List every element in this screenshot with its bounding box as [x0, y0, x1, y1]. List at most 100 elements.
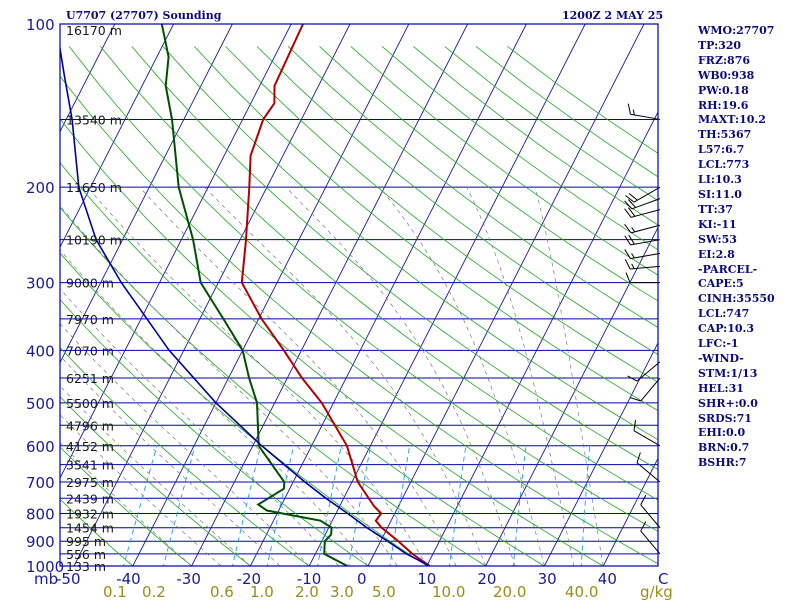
wind-barb	[625, 272, 660, 284]
wind-barb-staff	[640, 530, 661, 555]
dry-adiabat	[194, 46, 658, 412]
wind-barb-staff	[640, 377, 661, 402]
dry-adiabat	[162, 46, 658, 441]
moist-adiabat	[534, 187, 604, 566]
index-value: EHI:0.0	[698, 426, 746, 440]
index-value: KI:-11	[698, 217, 737, 231]
dry-adiabat	[350, 46, 658, 276]
wind-barb-flag	[628, 207, 636, 217]
temperature-tick-label: 0	[357, 570, 367, 588]
index-value: LFC:-1	[698, 337, 739, 351]
height-label: 13540 m	[66, 112, 122, 127]
index-value: STM:1/13	[698, 366, 758, 380]
index-value: TP:320	[698, 38, 742, 52]
index-value: SRDS:71	[698, 411, 752, 425]
wind-barb-staff	[633, 430, 661, 447]
isotherm-line	[73, 24, 351, 566]
pressure-tick-label: 1000	[26, 558, 64, 576]
wind-barb-flag	[624, 249, 631, 259]
wind-barb	[625, 186, 661, 203]
dry-adiabat	[60, 346, 310, 566]
wind-barb-staff	[630, 265, 661, 270]
temperature-tick-label: -20	[237, 570, 262, 588]
index-value: BRN:0.7	[698, 441, 750, 455]
pressure-tick-label: 900	[26, 533, 55, 551]
height-label: 6251 m	[66, 371, 114, 386]
wind-barb	[624, 234, 661, 246]
isotherm-line	[426, 110, 658, 566]
isotherm-line	[60, 24, 116, 133]
mixing-ratio-line	[123, 445, 158, 566]
wind-barb-staff	[630, 113, 661, 120]
indices-section-header: -WIND-	[698, 351, 744, 365]
wind-barb-flag	[624, 208, 632, 218]
mixing-ratio-line	[348, 445, 372, 566]
wind-barb	[624, 223, 661, 234]
height-label: 556 m	[66, 547, 106, 562]
wind-barb	[624, 198, 661, 210]
index-value: LCL:773	[698, 158, 750, 172]
wind-barb-flag	[630, 397, 641, 402]
mixing-ratio-label: 20.0	[493, 583, 526, 600]
index-value: WMO:27707	[698, 24, 775, 37]
dry-adiabat	[60, 298, 369, 566]
isotherm-line	[308, 24, 586, 566]
moist-adiabat	[466, 187, 575, 566]
mixing-ratio-line	[266, 445, 295, 566]
index-value: FRZ:876	[698, 53, 751, 67]
wind-barb-staff	[636, 462, 661, 483]
wind-barb-staff	[630, 209, 661, 218]
wind-barb-flag	[640, 495, 647, 505]
isotherm-line	[485, 226, 658, 566]
index-value: CINH:35550	[698, 292, 775, 306]
wind-barb-half-flag	[631, 253, 635, 259]
index-value: PW:0.18	[698, 83, 749, 97]
moist-adiabat	[60, 355, 281, 566]
temperature-tick-label: 40	[598, 570, 617, 588]
wind-barb-half-flag	[632, 109, 635, 116]
wind-barb-flag	[624, 223, 632, 234]
height-label: 7970 m	[66, 312, 114, 327]
pressure-tick-label: 100	[26, 16, 55, 34]
temperature-tick-label: -30	[176, 570, 201, 588]
moist-adiabat	[204, 186, 486, 566]
wind-barb	[630, 377, 661, 402]
wind-barb-staff	[631, 198, 661, 210]
moist-adiabat	[60, 249, 369, 566]
wind-barb-flag	[628, 193, 638, 201]
height-label: 3541 m	[66, 458, 114, 473]
pressure-tick-label: 600	[26, 438, 55, 456]
index-value: LCL:747	[698, 307, 750, 321]
wind-barb	[627, 103, 661, 120]
moist-adiabat	[60, 288, 339, 566]
pressure-tick-label: 500	[26, 395, 55, 413]
index-value: TT:37	[698, 202, 733, 216]
moist-adiabat	[60, 442, 192, 566]
wind-barb	[640, 495, 661, 529]
wind-barb	[636, 452, 661, 483]
isotherm-line	[249, 24, 527, 566]
isotherm-line	[60, 24, 233, 364]
dry-adiabat	[60, 75, 658, 565]
dry-adiabat	[256, 46, 658, 355]
wind-barb	[624, 207, 661, 218]
pressure-tick-label: 200	[26, 179, 55, 197]
wind-barb-staff	[630, 239, 661, 246]
height-label: 11650 m	[66, 180, 122, 195]
index-value: LI:10.3	[698, 173, 742, 187]
mixing-ratio-line	[449, 445, 467, 566]
index-value: SI:11.0	[698, 187, 742, 201]
moist-adiabat	[285, 186, 516, 566]
wind-barb	[627, 361, 661, 382]
index-value: HEL:31	[698, 381, 744, 395]
wind-barb	[624, 259, 661, 270]
index-value: CAPE:5	[698, 277, 744, 291]
isotherm-line	[132, 24, 410, 566]
wind-barb-flag	[628, 234, 635, 245]
wind-barb-flag	[627, 103, 631, 115]
height-label: 1932 m	[66, 506, 114, 521]
index-value: L57:6.7	[698, 143, 745, 157]
pressure-axis-label: mb	[34, 570, 58, 588]
